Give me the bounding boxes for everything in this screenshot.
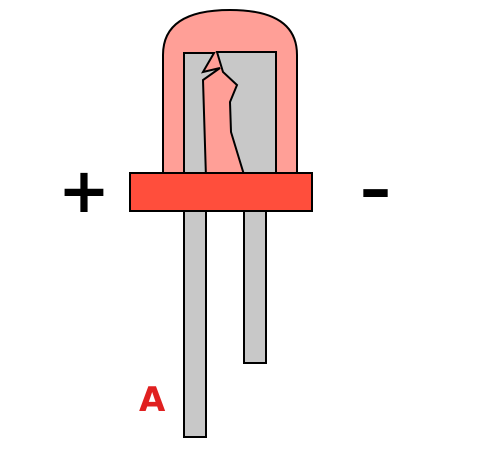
cathode-leg — [243, 204, 267, 364]
cathode-anvil — [215, 51, 277, 179]
anode-leg — [183, 204, 207, 438]
negative-sign-label: – — [360, 152, 391, 225]
positive-sign-label: + — [58, 154, 110, 227]
anode-label: A — [139, 380, 166, 420]
anode-post — [183, 52, 221, 179]
led-rim — [129, 172, 313, 212]
